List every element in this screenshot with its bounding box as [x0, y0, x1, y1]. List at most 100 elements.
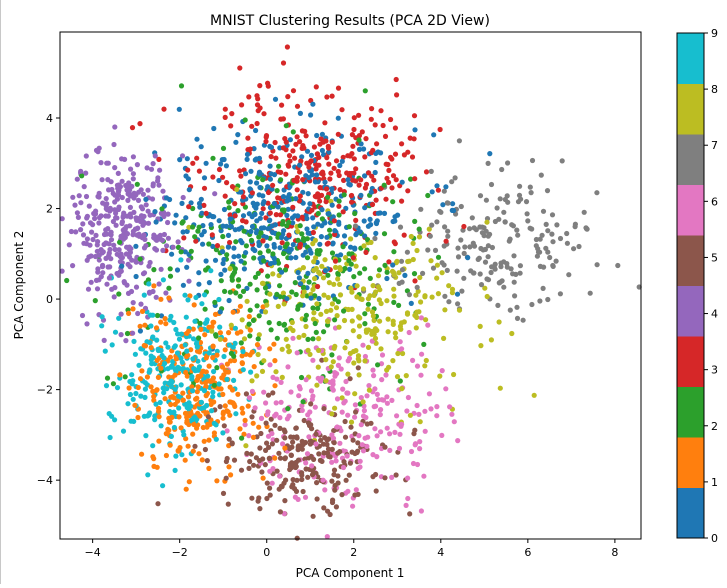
x-axis-label: PCA Component 1 [296, 566, 405, 580]
scatter-point [220, 391, 226, 397]
scatter-point [193, 238, 199, 244]
scatter-point [504, 261, 510, 267]
scatter-point [345, 153, 351, 159]
scatter-point [133, 273, 139, 280]
scatter-point [370, 283, 376, 289]
scatter-point [300, 284, 307, 290]
scatter-point [384, 269, 390, 275]
scatter-point [367, 275, 373, 281]
scatter-point [328, 307, 334, 313]
scatter-point [482, 246, 488, 252]
scatter-point [299, 231, 305, 237]
scatter-point [410, 357, 416, 363]
scatter-point [178, 425, 184, 431]
scatter-point [353, 166, 359, 172]
scatter-point [327, 227, 333, 233]
scatter-point [235, 283, 242, 289]
scatter-point [450, 201, 456, 207]
scatter-point [219, 364, 226, 370]
scatter-point [389, 185, 395, 191]
scatter-point [134, 162, 140, 168]
y-axis-label: PCA Component 2 [12, 231, 26, 340]
scatter-point [133, 259, 139, 265]
scatter-point [241, 336, 248, 342]
scatter-point [125, 197, 131, 203]
scatter-point [83, 193, 90, 200]
scatter-point [344, 453, 350, 459]
scatter-point [282, 498, 288, 504]
scatter-point [183, 369, 189, 376]
scatter-point [132, 226, 138, 232]
scatter-point [248, 228, 254, 235]
scatter-point [379, 377, 385, 383]
scatter-point [454, 291, 461, 297]
scatter-point [212, 191, 218, 197]
scatter-point [435, 254, 442, 260]
scatter-point [350, 143, 356, 149]
scatter-point [180, 194, 186, 201]
scatter-point [152, 246, 158, 252]
scatter-point [465, 255, 471, 261]
scatter-point [228, 358, 234, 364]
scatter-point [190, 326, 196, 332]
scatter-point [272, 383, 278, 389]
scatter-point [266, 218, 272, 224]
scatter-point [195, 358, 201, 364]
scatter-point [216, 218, 222, 224]
scatter-point [295, 237, 301, 243]
scatter-point [510, 223, 516, 229]
scatter-point [393, 472, 399, 478]
scatter-point [416, 411, 422, 417]
scatter-point [383, 161, 389, 167]
scatter-point [484, 293, 490, 300]
scatter-point [117, 372, 123, 378]
scatter-point [153, 387, 160, 393]
scatter-point [390, 173, 397, 179]
scatter-point [197, 204, 203, 210]
scatter-point [221, 423, 227, 429]
scatter-point [222, 267, 228, 273]
scatter-point [297, 241, 304, 247]
scatter-point [409, 154, 416, 160]
scatter-point [393, 76, 399, 83]
scatter-point [267, 261, 274, 267]
scatter-point [214, 352, 220, 358]
scatter-point [262, 309, 269, 315]
scatter-point [292, 494, 298, 500]
scatter-point [429, 294, 435, 300]
scatter-point [290, 327, 296, 334]
scatter-point [351, 274, 357, 280]
scatter-point [293, 141, 299, 147]
scatter-point [564, 240, 571, 246]
scatter-point [283, 336, 289, 342]
scatter-point [328, 364, 334, 370]
scatter-point [341, 177, 347, 183]
scatter-point [287, 463, 293, 469]
scatter-point [257, 83, 263, 89]
scatter-point [333, 158, 340, 164]
scatter-point [422, 408, 428, 414]
scatter-point [339, 107, 345, 113]
scatter-point [398, 258, 405, 264]
scatter-point [156, 414, 162, 420]
scatter-point [347, 170, 353, 177]
scatter-point [269, 431, 275, 437]
scatter-point [314, 496, 320, 502]
scatter-point [277, 415, 283, 421]
scatter-point [445, 233, 451, 239]
scatter-point [209, 232, 215, 238]
scatter-point [340, 386, 346, 392]
scatter-point [382, 262, 388, 268]
scatter-point [340, 209, 346, 215]
scatter-point [402, 272, 408, 278]
colorbar-segment [677, 336, 704, 387]
scatter-point [220, 145, 227, 151]
scatter-point [304, 215, 310, 222]
scatter-point [155, 374, 161, 380]
scatter-point [217, 336, 223, 342]
scatter-point [150, 443, 156, 449]
scatter-point [300, 488, 306, 495]
scatter-point [238, 467, 245, 473]
scatter-point [110, 381, 116, 387]
scatter-point [293, 291, 299, 298]
